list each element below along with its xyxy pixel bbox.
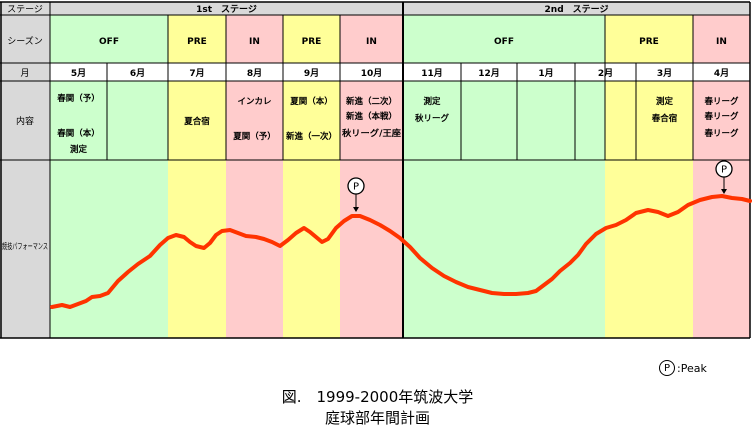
content-item: 秋リーグ xyxy=(414,113,450,124)
season-label: IN xyxy=(716,37,727,47)
season-label: OFF xyxy=(494,37,514,47)
month-label: 10月 xyxy=(361,68,383,79)
peak-arrow-head xyxy=(721,189,727,194)
content-item: インカレ xyxy=(237,97,271,107)
season-label: PRE xyxy=(639,37,659,47)
season-label: PRE xyxy=(302,37,322,47)
caption-line-1: 図. 1999-2000年筑波大学 xyxy=(281,388,474,406)
content-item: 新進（二次） xyxy=(346,96,397,107)
season-cell xyxy=(50,15,168,63)
month-label: 11月 xyxy=(421,68,443,79)
season-cell xyxy=(693,15,750,63)
peak-legend-label: :Peak xyxy=(677,361,707,375)
month-label: 12月 xyxy=(478,68,500,79)
month-label: 4月 xyxy=(714,68,729,79)
content-item: 測定 xyxy=(423,96,441,107)
month-label: 9月 xyxy=(304,68,319,79)
content-item: 春リーグ xyxy=(703,96,739,107)
month-label: 8月 xyxy=(247,68,262,79)
content-item: 新進（本戦） xyxy=(346,111,397,122)
phase-band xyxy=(340,81,403,338)
month-label: 5月 xyxy=(71,68,86,79)
stage-label: 1st ステージ xyxy=(196,4,257,15)
season-label: IN xyxy=(249,37,260,47)
season-cell xyxy=(168,15,226,63)
season-label: OFF xyxy=(99,37,119,47)
content-item: 秋リーグ/王座 xyxy=(341,128,402,139)
peak-marker-label: P xyxy=(721,165,727,176)
season-cell xyxy=(605,15,693,63)
month-label: 7月 xyxy=(189,68,204,79)
phase-band xyxy=(283,81,340,338)
performance-curve xyxy=(50,194,752,309)
content-item: 春リーグ xyxy=(703,128,739,139)
row-header-stage: ステージ xyxy=(7,4,43,15)
phase-band xyxy=(693,81,750,338)
content-item: 春関（予） xyxy=(56,93,100,104)
content-item: 新進（一次） xyxy=(286,131,337,142)
content-item: 夏関（予） xyxy=(232,131,276,142)
stage-label: 2nd ステージ xyxy=(545,4,609,15)
content-item: 測定 xyxy=(656,96,674,107)
row-header-performance: 競技パフォーマンス xyxy=(2,241,48,251)
season-cell xyxy=(283,15,340,63)
season-cell xyxy=(340,15,403,63)
content-item: 春合宿 xyxy=(651,113,678,124)
annual-plan-diagram: OFF PRE IN PRE IN OFF PRE IN 1st ステージ 2nd ステージ ステー… xyxy=(0,1,752,339)
season-cell xyxy=(226,15,283,63)
stage-row-bg xyxy=(50,2,750,15)
peak-arrow-head xyxy=(353,207,359,212)
row-header-content: 内容 xyxy=(16,115,34,127)
month-row-bg xyxy=(50,63,750,81)
row-header-month: 月 xyxy=(20,68,29,79)
content-item: 春リーグ xyxy=(703,111,739,122)
month-label: 1月 xyxy=(538,68,553,79)
season-label: PRE xyxy=(187,37,207,47)
content-item: 春関（本） xyxy=(56,128,100,139)
phase-band xyxy=(50,81,168,338)
month-label: 3月 xyxy=(657,68,672,79)
content-item: 夏合宿 xyxy=(183,116,210,127)
row-header-season: シーズン xyxy=(7,35,43,47)
content-item: 夏関（本） xyxy=(289,96,333,107)
phase-band xyxy=(226,81,283,338)
caption-line-2: 庭球部年間計画 xyxy=(324,409,430,427)
season-cell xyxy=(403,15,605,63)
season-label: IN xyxy=(366,37,377,47)
row-header-column xyxy=(0,2,50,338)
month-label: 6月 xyxy=(130,68,145,79)
peak-marker-icon: P xyxy=(659,360,675,376)
peak-legend: P :Peak xyxy=(659,359,707,377)
month-label: 2月 xyxy=(598,68,613,79)
peak-marker-label: P xyxy=(353,182,359,193)
content-item: 測定 xyxy=(70,144,88,155)
phase-band xyxy=(168,81,226,338)
